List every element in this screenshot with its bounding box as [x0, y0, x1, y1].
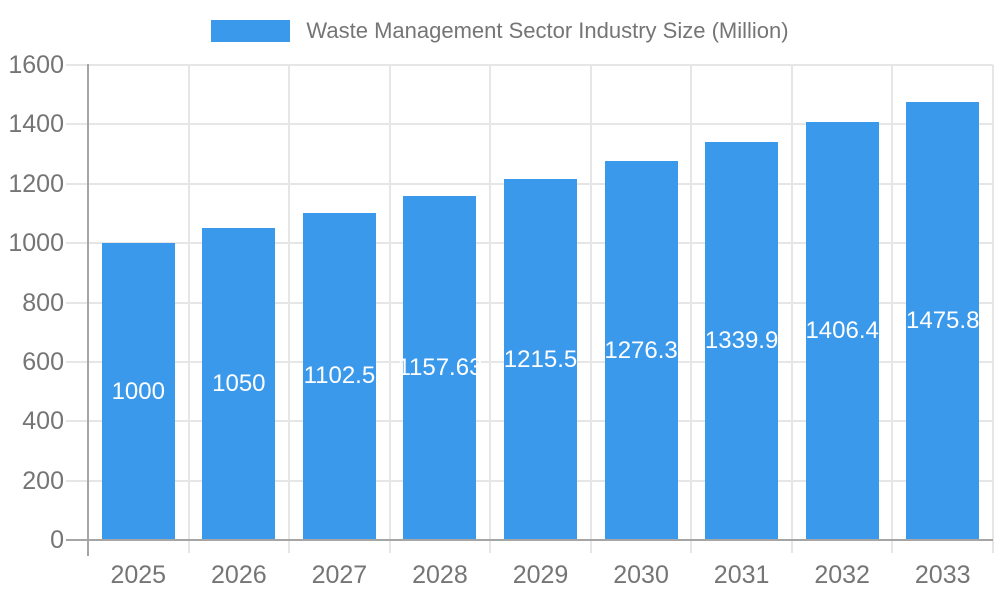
- x-tick-label: 2027: [311, 561, 368, 589]
- x-axis-line: [66, 539, 993, 541]
- bar[interactable]: [504, 179, 577, 540]
- x-tick-label: 2030: [613, 561, 669, 589]
- x-tick-label: 2031: [713, 561, 770, 589]
- x-gridline: [187, 65, 190, 553]
- bar[interactable]: [302, 212, 376, 540]
- bar-value-label: 1406.4: [805, 317, 879, 345]
- bar[interactable]: [403, 196, 477, 540]
- x-tick-label: 2032: [814, 561, 870, 589]
- x-gridline: [489, 65, 492, 553]
- bar-value-label: 1157.63: [397, 354, 483, 382]
- x-tick-label: 2026: [211, 561, 267, 589]
- y-tick-label: 600: [22, 347, 64, 376]
- bar[interactable]: [805, 122, 879, 540]
- y-tick-label: 200: [22, 466, 64, 495]
- bar[interactable]: [604, 161, 678, 540]
- x-tick-label: 2029: [512, 561, 569, 589]
- bar-value-label: 1102.5: [303, 362, 376, 390]
- y-gridline: [66, 123, 993, 126]
- x-gridline: [891, 65, 894, 553]
- bar[interactable]: [906, 101, 980, 540]
- bar[interactable]: [202, 228, 276, 540]
- legend-swatch: [211, 20, 291, 42]
- y-axis-line: [87, 64, 89, 556]
- x-tick-label: 2033: [914, 561, 971, 589]
- bar-value-label: 1000: [111, 377, 165, 405]
- x-gridline: [589, 65, 592, 553]
- y-tick-label: 1200: [8, 169, 64, 198]
- bar-value-label: 1475.8: [906, 306, 980, 334]
- y-tick-label: 1600: [8, 51, 64, 79]
- y-gridline: [66, 64, 993, 66]
- y-tick-label: 1000: [8, 229, 64, 258]
- x-gridline: [288, 65, 291, 553]
- x-tick-label: 2028: [412, 561, 468, 589]
- bar[interactable]: [705, 142, 779, 540]
- y-tick-label: 400: [22, 407, 64, 436]
- y-tick-label: 800: [22, 288, 64, 317]
- bar[interactable]: [101, 243, 175, 540]
- legend-label: Waste Management Sector Industry Size (M…: [306, 18, 789, 43]
- chart-legend[interactable]: Waste Management Sector Industry Size (M…: [0, 14, 1000, 48]
- bar-value-label: 1050: [212, 370, 266, 398]
- bar-value-label: 1339.9: [704, 327, 779, 355]
- x-gridline: [992, 65, 994, 553]
- x-gridline: [690, 65, 693, 553]
- bar-value-label: 1215.5: [503, 345, 578, 373]
- x-gridline: [388, 65, 391, 553]
- x-tick-label: 2025: [110, 561, 167, 589]
- x-gridline: [790, 65, 793, 553]
- y-tick-label: 1400: [8, 110, 64, 139]
- y-tick-label: 0: [50, 526, 64, 554]
- bar-value-label: 1276.3: [604, 336, 678, 364]
